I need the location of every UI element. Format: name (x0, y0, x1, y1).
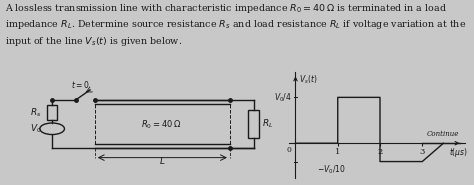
Text: $V_s(t)$: $V_s(t)$ (299, 73, 318, 86)
Text: Continue: Continue (427, 130, 459, 138)
Text: $-V_0/10$: $-V_0/10$ (317, 164, 346, 176)
Bar (248, 110, 259, 138)
Text: 0: 0 (286, 146, 291, 154)
Text: $V_0/4$: $V_0/4$ (274, 91, 292, 104)
Text: $t=0$: $t=0$ (71, 79, 90, 90)
Text: $R_0 = 40\,\Omega$: $R_0 = 40\,\Omega$ (141, 118, 181, 131)
Text: $t(\mu s)$: $t(\mu s)$ (448, 146, 468, 159)
Text: $V_0$: $V_0$ (30, 122, 41, 135)
Text: $R_s$: $R_s$ (30, 106, 41, 119)
Text: $L$: $L$ (159, 155, 165, 166)
Text: A lossless transmission line with characteristic impedance $R_0 = 40\,\Omega$ is: A lossless transmission line with charac… (5, 2, 466, 48)
Text: $R_L$: $R_L$ (262, 117, 273, 130)
Bar (47, 105, 57, 120)
